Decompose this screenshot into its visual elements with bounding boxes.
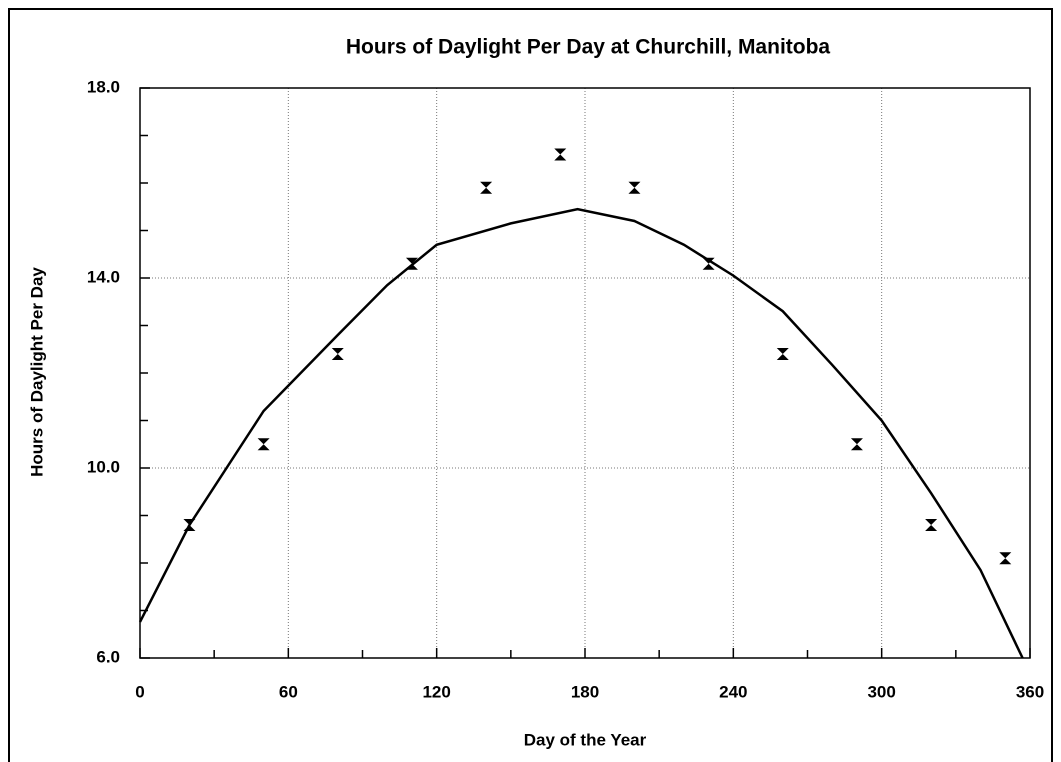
x-tick-label: 0 xyxy=(135,682,144,701)
plot-area xyxy=(139,87,1031,659)
y-tick-label: 10.0 xyxy=(87,457,120,476)
y-axis-label: Hours of Daylight Per Day xyxy=(27,267,46,477)
marker xyxy=(331,348,344,360)
x-tick-label: 120 xyxy=(422,682,450,701)
y-tick-label: 18.0 xyxy=(87,77,120,96)
marker xyxy=(999,552,1012,565)
frame xyxy=(8,8,1053,762)
marker xyxy=(480,181,493,194)
x-tick-label: 180 xyxy=(571,682,599,701)
x-tick-label: 360 xyxy=(1016,682,1044,701)
marker xyxy=(850,438,863,451)
y-tick-label: 6.0 xyxy=(96,647,120,666)
marker xyxy=(925,519,938,531)
x-axis-label: Day of the Year xyxy=(524,730,647,749)
x-tick-label: 300 xyxy=(867,682,895,701)
marker xyxy=(628,181,641,194)
x-tick-label: 240 xyxy=(719,682,747,701)
y-tick-label: 14.0 xyxy=(87,267,120,286)
marker xyxy=(776,348,789,360)
fit-line xyxy=(138,207,1024,659)
marker xyxy=(257,438,270,451)
marker xyxy=(554,148,567,161)
chart-title: Hours of Daylight Per Day at Churchill, … xyxy=(346,36,831,59)
x-tick-label: 60 xyxy=(279,682,298,701)
